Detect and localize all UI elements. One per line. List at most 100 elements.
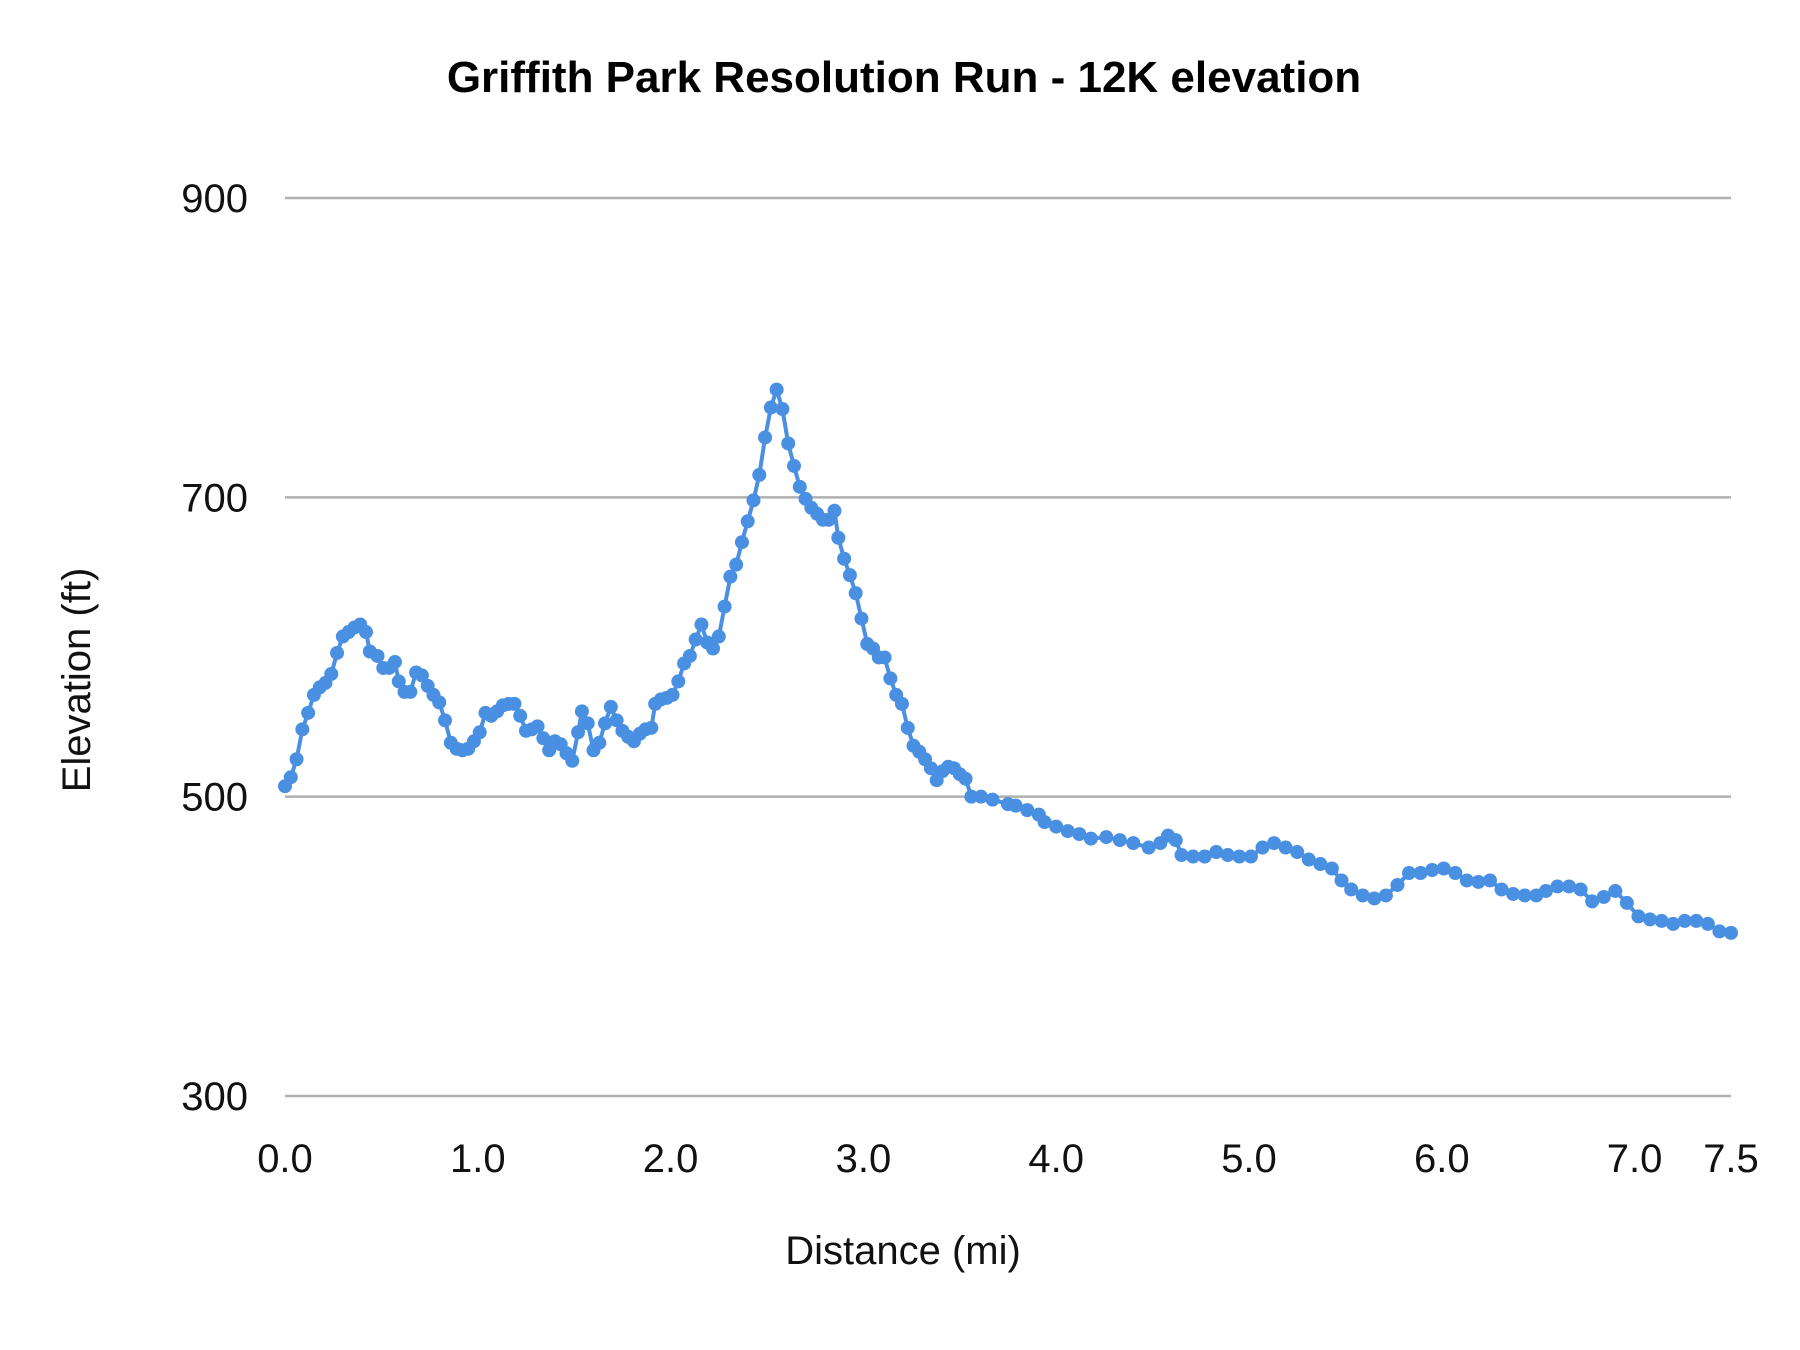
data-point — [507, 696, 522, 711]
data-point — [414, 668, 429, 683]
data-point — [330, 645, 345, 660]
data-point — [729, 557, 744, 572]
x-tick-label: 1.0 — [450, 1137, 506, 1181]
data-point — [923, 761, 938, 776]
data-point — [1700, 916, 1715, 931]
data-point — [1037, 815, 1052, 830]
data-point — [536, 731, 551, 746]
data-point — [295, 722, 310, 737]
data-point — [324, 666, 339, 681]
data-point — [763, 400, 778, 415]
data-point — [1619, 895, 1634, 910]
data-point — [1483, 873, 1497, 888]
data-point — [1072, 827, 1087, 842]
data-point — [1562, 879, 1577, 894]
data-point — [1243, 849, 1258, 864]
data-point — [1232, 849, 1247, 864]
data-point — [831, 530, 846, 545]
data-point — [665, 687, 680, 702]
data-point — [1506, 886, 1521, 901]
data-point — [1267, 836, 1282, 851]
data-point — [565, 753, 580, 768]
data-point — [574, 704, 589, 719]
data-point — [1209, 845, 1224, 860]
series-elevation — [278, 382, 1738, 940]
data-point — [1596, 889, 1611, 904]
data-point — [837, 551, 852, 566]
data-point — [842, 568, 857, 583]
data-point — [1255, 840, 1270, 855]
data-point — [1494, 882, 1509, 897]
data-point — [854, 611, 869, 626]
data-point — [883, 671, 898, 686]
data-point — [1538, 883, 1553, 898]
data-point — [1344, 882, 1359, 897]
data-point — [1666, 916, 1681, 931]
data-point — [1141, 840, 1156, 855]
data-point — [1324, 861, 1339, 876]
data-point — [752, 467, 767, 482]
data-point — [786, 458, 801, 473]
data-point — [609, 713, 624, 728]
x-axis-label: Distance (mi) — [785, 1229, 1021, 1273]
data-point — [370, 648, 385, 663]
data-point — [723, 569, 738, 584]
data-point — [1168, 833, 1183, 848]
data-point — [1278, 840, 1293, 855]
y-tick-labels: 300 500 700 900 — [181, 177, 248, 1119]
data-point — [1402, 865, 1417, 880]
y-axis-label: Elevation (ft) — [55, 568, 99, 793]
data-point — [958, 771, 973, 786]
data-point — [530, 719, 545, 734]
data-point — [694, 617, 709, 632]
data-point — [1550, 879, 1565, 894]
data-point — [603, 699, 618, 714]
x-tick-label: 2.0 — [643, 1137, 699, 1181]
data-point — [775, 402, 790, 417]
x-tick-label: 7.5 — [1703, 1137, 1759, 1181]
data-point — [358, 625, 373, 640]
data-point — [1334, 873, 1349, 888]
data-point — [1367, 891, 1382, 906]
data-point — [1425, 863, 1440, 878]
y-tick-label: 900 — [181, 177, 248, 221]
data-point — [1436, 861, 1451, 876]
data-point — [1060, 824, 1075, 839]
data-point — [894, 696, 909, 711]
data-point — [644, 720, 659, 735]
data-point — [682, 648, 697, 663]
data-point — [758, 430, 773, 445]
data-point — [740, 514, 755, 529]
data-point — [985, 792, 1000, 807]
x-tick-label: 0.0 — [257, 1137, 313, 1181]
data-point — [1008, 798, 1023, 813]
data-point — [781, 436, 796, 451]
y-tick-label: 300 — [181, 1075, 248, 1119]
data-point — [301, 705, 316, 720]
data-point — [974, 789, 989, 804]
data-point — [289, 752, 304, 767]
data-point — [598, 716, 613, 731]
data-point — [1290, 845, 1305, 860]
gridlines — [285, 196, 1731, 1098]
data-point — [964, 789, 979, 804]
data-point — [1390, 877, 1405, 892]
y-tick-label: 500 — [181, 776, 248, 820]
data-point — [848, 586, 863, 601]
data-point — [1413, 865, 1428, 880]
data-point — [1677, 913, 1692, 928]
series-line — [283, 387, 1732, 935]
data-point — [1112, 833, 1127, 848]
x-tick-label: 5.0 — [1221, 1137, 1277, 1181]
data-point — [1573, 882, 1588, 897]
data-point — [387, 654, 402, 669]
data-point — [900, 720, 915, 735]
data-point — [1517, 888, 1532, 903]
data-point — [1197, 849, 1212, 864]
data-point — [283, 770, 298, 785]
data-point — [688, 632, 703, 647]
data-point — [1220, 848, 1235, 863]
data-point — [1643, 912, 1658, 927]
x-tick-labels: 0.0 1.0 2.0 3.0 4.0 5.0 6.0 7.0 7.5 — [257, 1137, 1759, 1181]
data-point — [1459, 873, 1474, 888]
